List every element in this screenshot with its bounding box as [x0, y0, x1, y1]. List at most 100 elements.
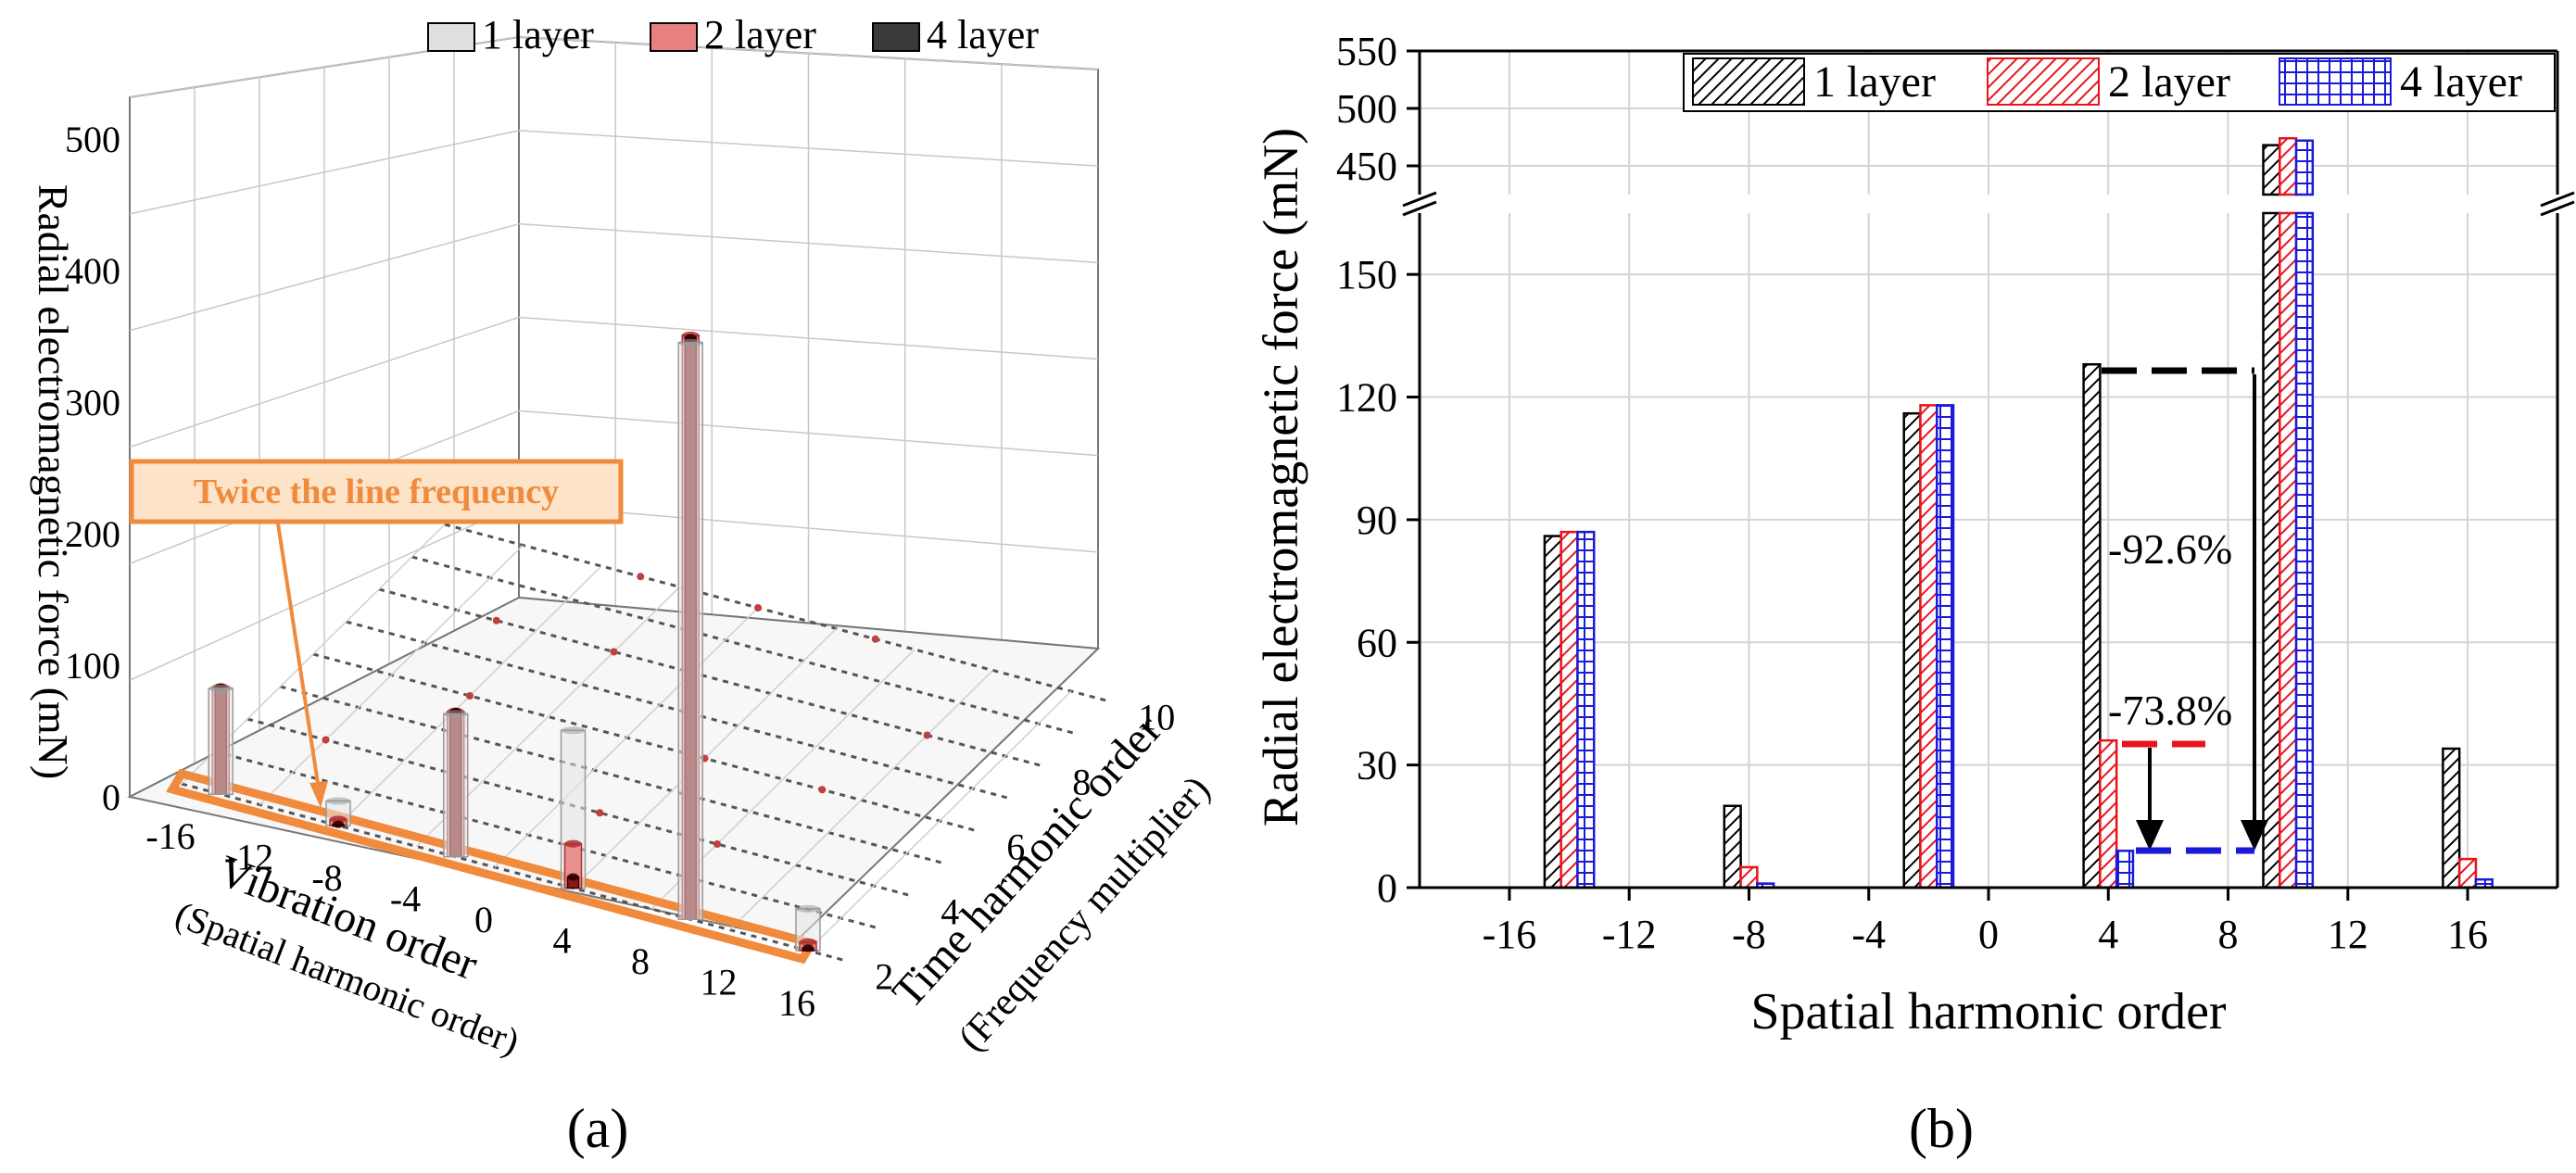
residual-dot — [871, 635, 879, 643]
floor-col-spatial — [728, 669, 994, 931]
bar-2-layer-order--8 — [1739, 865, 1759, 889]
arrow-92-head — [2241, 820, 2268, 851]
x-tick-label-b: 4 — [2098, 912, 2118, 957]
annotation-text: Twice the line frequency — [194, 473, 559, 511]
bar3d-cap — [802, 944, 814, 952]
bar-4-layer-order--2 — [1936, 404, 1955, 889]
bar-lower-4-layer-order-10 — [2294, 211, 2315, 889]
annotation-arrow-line — [276, 523, 321, 790]
break-mark-right-2 — [2540, 200, 2575, 217]
bar-2-layer-order-16 — [2457, 857, 2478, 889]
bar-1-layer-order--14 — [1543, 535, 1562, 889]
x-tick-label-b: -4 — [1851, 912, 1886, 957]
wall-gridlines — [129, 36, 1099, 798]
legend-swatch-2-layer — [650, 22, 698, 52]
x-tick-label-b: 16 — [2447, 912, 2488, 957]
y-axis-label-a: Radial electromagnetic force (mN) — [30, 184, 77, 779]
x-tick-label-a: -16 — [145, 815, 195, 857]
x-tick-label-a: 0 — [474, 899, 493, 940]
legend-a: 1 layer 2 layer 4 layer — [427, 12, 1039, 57]
z-tick-label-a: 8 — [1072, 761, 1091, 802]
x-tick-label-b: 12 — [2328, 912, 2368, 957]
floor-col-spatial — [494, 607, 759, 868]
bar3d-cap — [561, 726, 586, 735]
y-tick-label-upper: 450 — [1336, 144, 1397, 189]
line-frequency-highlight — [166, 768, 818, 965]
floor-row-time-2 — [181, 782, 848, 963]
x-tick-label-a: -12 — [224, 837, 273, 878]
x-tick-label-b: 0 — [1978, 912, 1999, 957]
x-tick-label-b: -12 — [1602, 912, 1657, 957]
residual-dot — [322, 736, 330, 744]
bar-1-layer-order-4 — [2082, 362, 2102, 889]
bar3d-1-layer-order--14 — [208, 687, 234, 795]
bar-1-layer-order-16 — [2442, 747, 2461, 889]
arrow-73-head — [2136, 820, 2164, 851]
x-tick-label-b: 8 — [2218, 912, 2239, 957]
bar3d-cap — [796, 904, 820, 913]
x-tick-label-a: -4 — [390, 878, 421, 920]
floor-row-time-8 — [378, 587, 1045, 768]
legend-label-1-layer: 1 layer — [482, 12, 594, 57]
x-axis-label-b: Spatial harmonic order — [1750, 983, 2227, 1041]
floor-row-time-7 — [346, 620, 1013, 801]
floor-row-time-3 — [214, 750, 881, 930]
y-tick-label-a: 300 — [65, 382, 120, 423]
x-tick-label-a: 16 — [778, 982, 815, 1024]
residual-dot — [818, 786, 827, 794]
y-tick-label-lower: 120 — [1336, 375, 1397, 421]
bar3d-1-layer-order-10 — [677, 342, 703, 920]
bar-1-layer-order--8 — [1723, 804, 1742, 889]
y-tick-label-lower: 0 — [1377, 865, 1397, 911]
break-gap-left — [1401, 196, 1438, 211]
legend-swatch-b-4-layer — [2279, 57, 2392, 106]
break-mark-left-1 — [1402, 191, 1437, 208]
floor-row-time-6 — [312, 652, 979, 833]
residual-dot — [713, 840, 721, 848]
bar-4-layer-order--14 — [1576, 530, 1596, 889]
floor-row-time-9 — [411, 555, 1079, 736]
z-tick-label-a: 6 — [1006, 826, 1025, 867]
legend-label-4-layer: 4 layer — [927, 12, 1039, 57]
legend-box-b — [1683, 53, 2556, 112]
y-tick-label-lower: 60 — [1357, 620, 1397, 665]
panel-a-label: (a) — [567, 1098, 629, 1159]
legend-b: 1 layer 2 layer 4 layer — [1683, 53, 2556, 112]
break-mark-left-2 — [1402, 200, 1437, 217]
bars-b — [1543, 136, 2494, 889]
bar-2-layer-order--2 — [1919, 404, 1938, 889]
annotation-arrow-head — [309, 781, 328, 808]
bar-lower-1-layer-order-10 — [2262, 211, 2281, 889]
ticks-a: 0 100 200 300 400 500 -16 -12 -8 -4 0 4 8 12 16 2 4 6 8 10 — [65, 119, 1175, 1024]
bar3d-cap — [678, 338, 703, 347]
bar3d-1-layer-order--2 — [443, 713, 469, 858]
y-tick-label-a: 500 — [65, 119, 120, 160]
x-tick-label-a: 4 — [553, 920, 572, 962]
y-tick-label-a: 200 — [65, 513, 120, 555]
bar3d-cap — [326, 797, 350, 805]
panel-b-bar-chart: -16 -12 -8 -4 0 4 8 12 160306090120150450500550 … — [1253, 29, 2576, 1159]
bar3d-cap — [564, 839, 582, 848]
bars-3d — [208, 331, 821, 952]
x-tick-label-a: 12 — [701, 962, 738, 1003]
bar-2-layer-order--14 — [1559, 530, 1579, 889]
residual-dot — [610, 648, 618, 656]
y-tick-label-upper: 500 — [1336, 86, 1397, 132]
y-tick-label-lower: 30 — [1357, 743, 1397, 788]
bar3d-cap — [208, 684, 234, 692]
x-tick-label-b: -8 — [1732, 912, 1766, 957]
y-tick-label-upper: 550 — [1336, 29, 1397, 74]
x-tick-label-a: 8 — [631, 940, 650, 982]
bar3d-cap — [333, 820, 344, 828]
x-tick-label-a: -8 — [311, 857, 342, 899]
panel-b-label: (b) — [1909, 1098, 1974, 1159]
floor-col-spatial — [807, 690, 1072, 952]
residual-dot — [492, 616, 500, 624]
floor-row-time-5 — [280, 685, 947, 865]
bar-upper-4-layer-order-10 — [2294, 139, 2315, 196]
bar-4-layer-order-4 — [2115, 850, 2135, 889]
break-gap-right — [2539, 196, 2576, 211]
bar-2-layer-order-4 — [2099, 738, 2118, 889]
bar-lower-2-layer-order-10 — [2279, 211, 2298, 889]
